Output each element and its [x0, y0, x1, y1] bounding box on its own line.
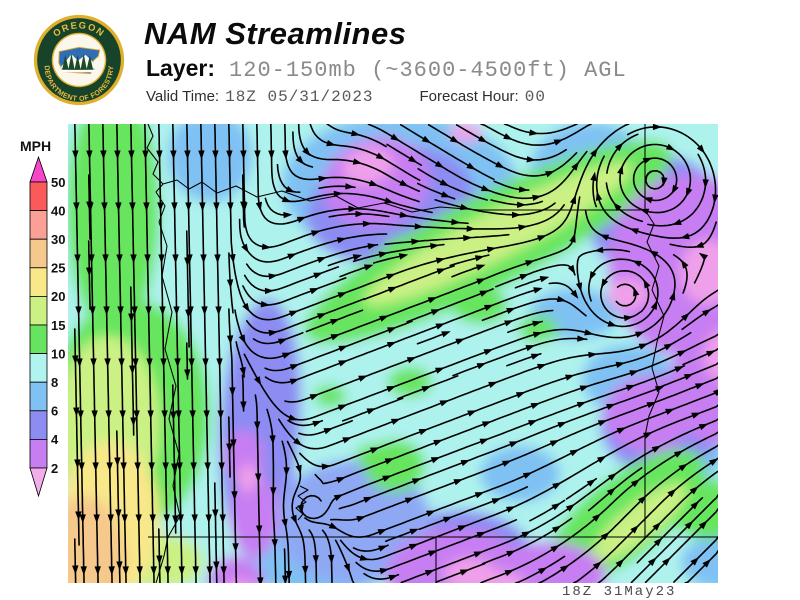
svg-text:50: 50 [51, 175, 65, 190]
svg-text:30: 30 [51, 232, 65, 247]
odf-logo: OREGON DEPARTMENT OF FORESTRY [33, 14, 125, 106]
svg-text:6: 6 [51, 404, 58, 419]
logo-ground [61, 69, 95, 73]
valid-time-label: Valid Time: [146, 88, 220, 105]
layer-value: 120-150mb (~3600-4500ft) AGL [229, 58, 627, 83]
layer-line: Layer: 120-150mb (~3600-4500ft) AGL [146, 55, 627, 83]
map-date-stamp: 18Z 31May23 [562, 584, 677, 600]
forecast-hour-value: 00 [524, 88, 546, 106]
legend-unit-label: MPH [20, 138, 52, 154]
svg-text:8: 8 [51, 375, 58, 390]
streamline-map [68, 124, 718, 583]
svg-text:25: 25 [51, 261, 65, 276]
legend-colorbar: 50 40 30 25 20 15 10 8 6 4 2 [29, 156, 65, 498]
valid-time-line: Valid Time: 18Z 05/31/2023 Forecast Hour: 0… [146, 88, 546, 106]
svg-text:20: 20 [51, 289, 65, 304]
svg-text:40: 40 [51, 203, 65, 218]
trees-graphic [62, 53, 94, 71]
svg-text:10: 10 [51, 346, 65, 361]
svg-text:15: 15 [51, 318, 65, 333]
layer-label: Layer: [146, 55, 216, 81]
page-title: NAM Streamlines [144, 16, 407, 51]
forecast-hour-label: Forecast Hour: [419, 88, 519, 105]
valid-time-value: 18Z 05/31/2023 [225, 88, 374, 106]
svg-text:4: 4 [51, 432, 59, 447]
svg-text:2: 2 [51, 461, 58, 476]
